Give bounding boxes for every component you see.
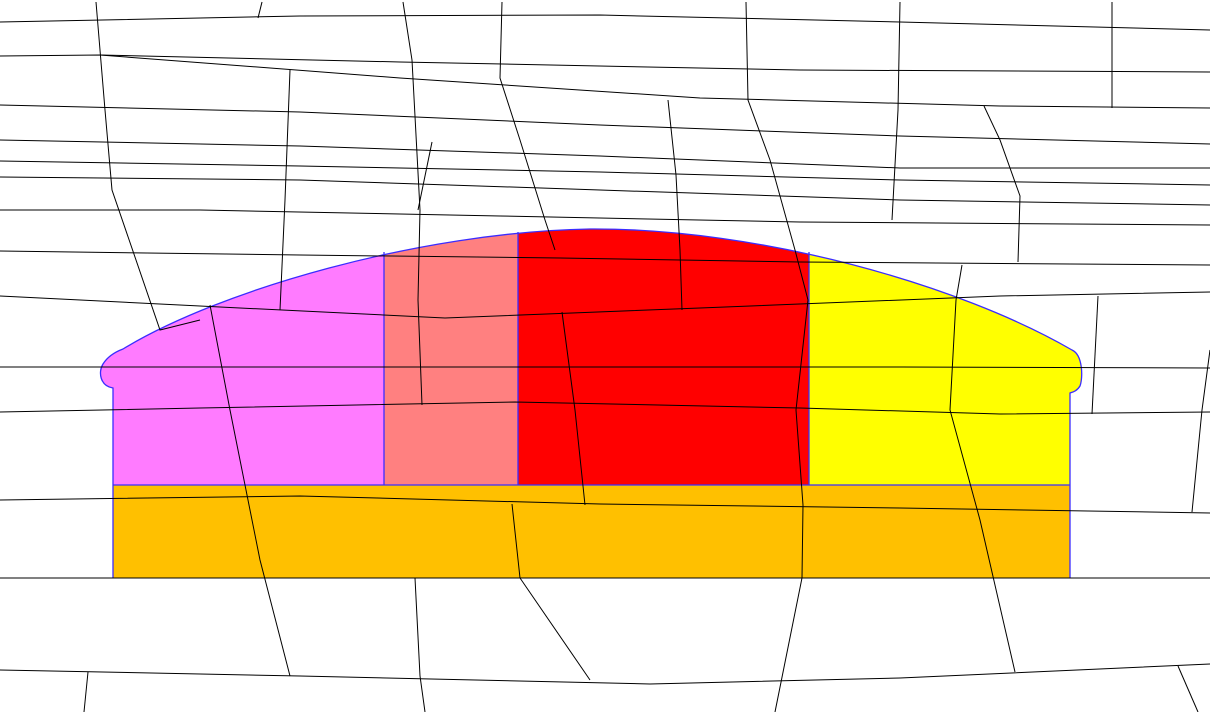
mesh-line-h bbox=[0, 160, 1210, 186]
mesh-line-h bbox=[0, 176, 1210, 206]
mesh-line-v bbox=[949, 264, 1016, 673]
mesh-line-h bbox=[0, 663, 1210, 685]
dome-regions bbox=[100, 228, 1082, 485]
mesh-line-v bbox=[279, 69, 291, 311]
mesh-line-v bbox=[414, 577, 426, 712]
mesh-line-h bbox=[0, 291, 1210, 319]
mesh-line-h bbox=[0, 366, 1210, 369]
mesh-line-h bbox=[0, 250, 1210, 266]
mesh-line-v bbox=[1177, 665, 1199, 712]
mesh-line-h bbox=[0, 209, 1210, 226]
mesh-line-h bbox=[99, 54, 1210, 73]
mesh-line-v bbox=[561, 311, 586, 506]
mesh-line-v bbox=[95, 1, 201, 331]
mesh-line-h bbox=[0, 14, 1210, 31]
region-2 bbox=[384, 228, 518, 485]
mesh-line-v bbox=[209, 304, 291, 677]
mesh-line-v bbox=[1191, 349, 1210, 513]
mesh-line-v bbox=[983, 105, 1021, 263]
mesh-line-h bbox=[0, 495, 1210, 514]
mesh-line-v bbox=[83, 671, 89, 712]
mesh-line-h bbox=[0, 54, 1210, 109]
mesh-line-v bbox=[257, 1, 263, 19]
mesh-line-v bbox=[667, 99, 683, 311]
base-region bbox=[113, 485, 1070, 578]
mesh-line-v bbox=[402, 1, 423, 406]
mesh-line-v bbox=[499, 1, 556, 251]
mesh-line-v bbox=[417, 141, 433, 211]
mesh-line-h bbox=[0, 401, 1210, 415]
mesh-line-v bbox=[891, 1, 901, 221]
mesh-line-v bbox=[511, 503, 591, 681]
mesh-line-h bbox=[0, 139, 1210, 169]
mesh-line-h bbox=[0, 104, 1210, 145]
mesh-line-v bbox=[745, 1, 809, 712]
dome-outline bbox=[99, 228, 1083, 485]
region-outlines bbox=[99, 228, 1083, 578]
mesh-line-v bbox=[1091, 295, 1099, 415]
region-3 bbox=[518, 228, 809, 485]
